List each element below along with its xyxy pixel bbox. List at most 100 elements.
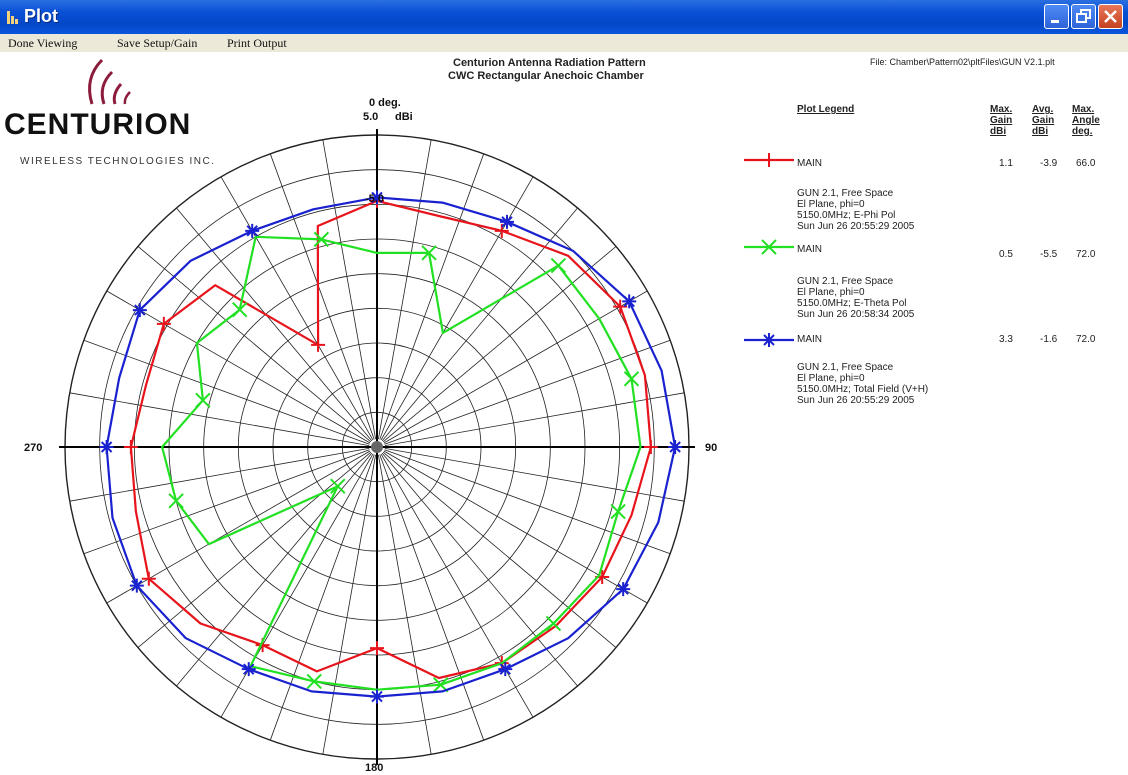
legend-entry-1-max-gain: 1.1 bbox=[999, 158, 1013, 169]
menu-bar: Done Viewing Save Setup/Gain Print Outpu… bbox=[0, 34, 1128, 52]
spoke-40 bbox=[381, 207, 578, 442]
legend-entry-2-max-angle: 72.0 bbox=[1076, 249, 1096, 260]
legend-heading: Plot Legend bbox=[797, 104, 855, 115]
spoke-160 bbox=[379, 454, 485, 741]
spoke-230 bbox=[137, 451, 372, 648]
spoke-280 bbox=[69, 392, 370, 447]
plot-app-icon bbox=[7, 11, 18, 24]
series-layer bbox=[99, 190, 683, 704]
series-3-point-12 bbox=[370, 689, 384, 704]
series-3-point-6 bbox=[668, 440, 683, 454]
spoke-200 bbox=[269, 454, 375, 741]
series-1-point-12 bbox=[370, 641, 384, 656]
legend-entry-3-avg-gain: -1.6 bbox=[1040, 334, 1058, 345]
legend-swatch-marker-1 bbox=[762, 153, 776, 167]
spoke-350 bbox=[322, 139, 377, 440]
spoke-310 bbox=[137, 246, 372, 443]
spoke-330 bbox=[220, 176, 374, 441]
spoke-140 bbox=[381, 452, 578, 687]
center-hub bbox=[371, 441, 383, 453]
series-2-point-13 bbox=[306, 673, 322, 690]
series-2-point-19 bbox=[195, 392, 211, 409]
angle-label-0: 0 deg. bbox=[369, 97, 401, 109]
radial-label-unit: dBi bbox=[395, 111, 413, 123]
legend-col-max-gain: Max. Gain dBi bbox=[990, 104, 1013, 137]
series-2-point-15 bbox=[330, 478, 346, 494]
plot-title-line2: CWC Rectangular Anechoic Chamber bbox=[448, 70, 644, 82]
series-1-point-16 bbox=[141, 571, 156, 586]
centurion-logo-waves-icon bbox=[88, 58, 131, 105]
angle-label-270: 270 bbox=[24, 442, 42, 454]
series-2-point-23 bbox=[313, 231, 330, 248]
spoke-300 bbox=[106, 290, 371, 444]
series-3-point-10 bbox=[498, 662, 513, 677]
series-3-point-0 bbox=[370, 190, 384, 205]
series-3-point-4 bbox=[622, 294, 637, 309]
close-button[interactable] bbox=[1098, 4, 1123, 29]
restore-icon bbox=[1076, 9, 1091, 23]
logo-subtitle: WIRELESS TECHNOLOGIES INC. bbox=[20, 156, 216, 167]
minimize-button[interactable] bbox=[1044, 4, 1069, 29]
window-title: Plot bbox=[24, 6, 58, 26]
maximize-button[interactable] bbox=[1071, 4, 1096, 29]
legend-entry-3-max-angle: 72.0 bbox=[1076, 334, 1096, 345]
spoke-260 bbox=[69, 447, 370, 502]
spoke-340 bbox=[269, 153, 375, 440]
series-3-point-16 bbox=[129, 578, 144, 593]
series-2-point-21 bbox=[232, 302, 248, 318]
spoke-70 bbox=[384, 339, 671, 445]
series-3-point-18 bbox=[99, 440, 114, 454]
legend-entry-2-avg-gain: -5.5 bbox=[1040, 249, 1058, 260]
series-3-point-8 bbox=[616, 582, 631, 597]
legend-entry-2-name: MAIN bbox=[797, 244, 822, 255]
legend-entry-3-details: GUN 2.1, Free Space El Plane, phi=0 5150.0… bbox=[797, 362, 929, 406]
window-title-bar[interactable]: Plot bbox=[0, 0, 1128, 34]
file-path: File: Chamber\Pattern02\pltFiles\GUN V2.… bbox=[870, 57, 1055, 67]
legend-swatch-marker-3 bbox=[762, 333, 776, 347]
menu-print-output[interactable]: Print Output bbox=[227, 36, 287, 50]
spoke-50 bbox=[382, 246, 617, 443]
spoke-130 bbox=[382, 451, 617, 648]
legend-entry-2-max-gain: 0.5 bbox=[999, 249, 1013, 260]
legend-col-avg-gain: Avg. Gain dBi bbox=[1032, 104, 1055, 137]
series-2-point-5 bbox=[623, 371, 640, 387]
menu-save-setup-gain[interactable]: Save Setup/Gain bbox=[117, 36, 198, 50]
legend-entry-1-name: MAIN bbox=[797, 158, 822, 169]
series-1-point-20 bbox=[156, 316, 171, 331]
series-1-point-22 bbox=[311, 337, 326, 352]
spoke-290 bbox=[83, 339, 370, 445]
spoke-150 bbox=[380, 453, 534, 718]
spoke-60 bbox=[383, 290, 648, 444]
close-icon bbox=[1104, 10, 1117, 23]
menu-done-viewing[interactable]: Done Viewing bbox=[8, 36, 78, 50]
legend-entry-3-max-gain: 3.3 bbox=[999, 334, 1013, 345]
spoke-210 bbox=[220, 453, 374, 718]
legend-swatch-marker-2 bbox=[761, 239, 777, 255]
spoke-170 bbox=[377, 454, 432, 755]
spoke-320 bbox=[176, 207, 373, 442]
series-2-point-9 bbox=[545, 615, 562, 632]
legend-entry-3-name: MAIN bbox=[797, 334, 822, 345]
series-3-point-14 bbox=[241, 662, 256, 677]
polar-grid bbox=[59, 129, 695, 765]
spoke-20 bbox=[379, 153, 485, 440]
series-2-point-17 bbox=[168, 493, 184, 509]
legend-entry-1-max-angle: 66.0 bbox=[1076, 158, 1096, 169]
spoke-100 bbox=[384, 447, 685, 502]
label-layer: 0 deg. 5.0 dBi -5.0 90 270 180 bbox=[24, 97, 717, 774]
series-3-point-22 bbox=[245, 223, 260, 238]
spoke-190 bbox=[322, 454, 377, 755]
series-2-point-3 bbox=[550, 257, 567, 274]
radial-label-inner: -5.0 bbox=[365, 193, 384, 205]
series-3-point-20 bbox=[132, 303, 147, 318]
series-1-point-18 bbox=[123, 440, 138, 454]
legend-entry-2-details: GUN 2.1, Free Space El Plane, phi=0 5150.0… bbox=[797, 276, 915, 320]
centurion-logo: CENTURION bbox=[4, 108, 192, 141]
plot-title-line1: Centurion Antenna Radiation Pattern bbox=[453, 57, 646, 69]
minimize-icon bbox=[1051, 20, 1059, 23]
legend-entry-1-details: GUN 2.1, Free Space El Plane, phi=0 5150.0… bbox=[797, 188, 915, 232]
spoke-220 bbox=[176, 452, 373, 687]
angle-label-180: 180 bbox=[365, 762, 383, 774]
spoke-240 bbox=[106, 450, 371, 604]
